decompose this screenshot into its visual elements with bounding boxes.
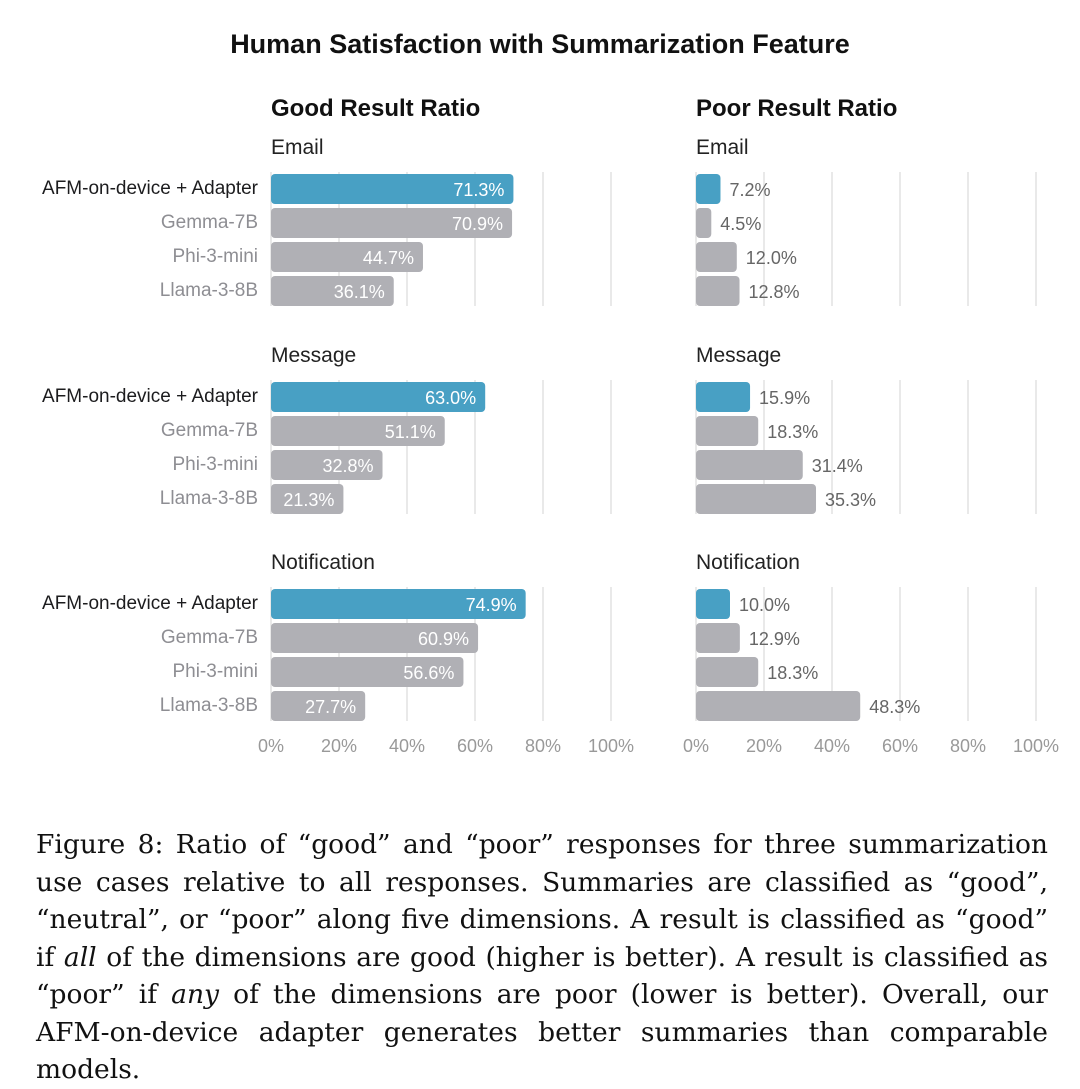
good-notification-value-label: 56.6% [403, 663, 454, 683]
poor-x-tick-label: 20% [746, 736, 782, 756]
good-email-value-label: 44.7% [363, 248, 414, 268]
caption-text: of the dimensions are poor (lower is bet… [36, 979, 1048, 1085]
poor-email-bar [696, 208, 712, 238]
good-notification-value-label: 74.9% [466, 595, 517, 615]
poor-message-value-label: 18.3% [767, 422, 818, 442]
category-label: Gemma-7B [161, 212, 258, 233]
good-message-value-label: 51.1% [385, 422, 436, 442]
poor-email-value-label: 12.8% [749, 282, 800, 302]
good-message-panel-title: Message [271, 344, 356, 367]
category-label: AFM-on-device + Adapter [42, 386, 259, 407]
good-x-tick-label: 100% [588, 736, 634, 756]
poor-message-bar [696, 484, 817, 514]
poor-notification-bar [696, 623, 740, 653]
category-label: Llama-3-8B [160, 488, 258, 509]
figure-title: Human Satisfaction with Summarization Fe… [230, 29, 850, 59]
poor-message-value-label: 31.4% [812, 456, 863, 476]
poor-message-bar [696, 382, 751, 412]
good-email-bar [271, 174, 514, 204]
good-message-bar [271, 450, 383, 480]
good-message-value-label: 21.3% [283, 490, 334, 510]
good-notification-value-label: 60.9% [418, 629, 469, 649]
poor-message-value-label: 35.3% [825, 490, 876, 510]
good-notification-panel-title: Notification [271, 551, 375, 574]
caption-text: of the dimensions are good (higher is be… [36, 941, 1048, 1011]
caption-emphasis-all: all [63, 941, 97, 973]
good-message-bar [271, 382, 486, 412]
caption-text: Figure 8: Ratio of “good” and “poor” res… [36, 829, 1048, 973]
good-x-tick-label: 80% [525, 736, 561, 756]
poor-message-bar [696, 416, 759, 446]
good-message-value-label: 32.8% [322, 456, 373, 476]
good-x-tick-label: 60% [457, 736, 493, 756]
category-label: AFM-on-device + Adapter [42, 593, 259, 614]
good-notification-bar [271, 623, 479, 653]
summarization-satisfaction-chart: Human Satisfaction with Summarization Fe… [42, 29, 1059, 756]
category-label: Phi-3-mini [172, 246, 258, 267]
figure-caption: Figure 8: Ratio of “good” and “poor” res… [36, 826, 1048, 1089]
poor-notification-bar [696, 691, 861, 721]
poor-x-tick-label: 40% [814, 736, 850, 756]
poor-message-value-label: 15.9% [759, 388, 810, 408]
good-chart-title: Good Result Ratio [271, 95, 480, 122]
good-notification-bar [271, 691, 366, 721]
poor-notification-panel-title: Notification [696, 551, 800, 574]
poor-email-bar [696, 276, 740, 306]
poor-email-bar [696, 242, 737, 272]
good-email-value-label: 36.1% [334, 282, 385, 302]
good-email-value-label: 70.9% [452, 214, 503, 234]
poor-notification-value-label: 48.3% [869, 697, 920, 717]
good-x-tick-label: 0% [258, 736, 284, 756]
poor-email-bar [696, 174, 721, 204]
caption-emphasis-any: any [171, 979, 220, 1010]
good-email-bar [271, 276, 394, 306]
good-x-tick-label: 40% [389, 736, 425, 756]
category-label: Gemma-7B [161, 420, 258, 441]
good-message-bar [271, 484, 344, 514]
category-label: Phi-3-mini [172, 454, 258, 475]
poor-email-value-label: 12.0% [746, 248, 797, 268]
poor-x-tick-label: 100% [1013, 736, 1059, 756]
poor-message-bar [696, 450, 803, 480]
good-message-bar [271, 416, 445, 446]
category-label: AFM-on-device + Adapter [42, 178, 259, 199]
good-notification-value-label: 27.7% [305, 697, 356, 717]
poor-email-panel-title: Email [696, 136, 749, 159]
poor-message-panel-title: Message [696, 344, 781, 367]
good-email-panel-title: Email [271, 136, 324, 159]
good-email-bar [271, 208, 513, 238]
good-message-value-label: 63.0% [425, 388, 476, 408]
poor-x-tick-label: 0% [683, 736, 709, 756]
poor-email-value-label: 7.2% [729, 180, 770, 200]
poor-notification-value-label: 10.0% [739, 595, 790, 615]
good-notification-bar [271, 589, 526, 619]
poor-x-tick-label: 80% [950, 736, 986, 756]
good-x-tick-label: 20% [321, 736, 357, 756]
good-notification-bar [271, 657, 464, 687]
poor-chart-title: Poor Result Ratio [696, 95, 897, 122]
poor-email-value-label: 4.5% [720, 214, 761, 234]
poor-notification-bar [696, 589, 730, 619]
category-label: Llama-3-8B [160, 695, 258, 716]
category-label: Phi-3-mini [172, 661, 258, 682]
poor-notification-value-label: 12.9% [749, 629, 800, 649]
poor-notification-value-label: 18.3% [767, 663, 818, 683]
good-email-value-label: 71.3% [453, 180, 504, 200]
poor-x-tick-label: 60% [882, 736, 918, 756]
category-label: Llama-3-8B [160, 280, 258, 301]
good-email-bar [271, 242, 423, 272]
poor-notification-bar [696, 657, 759, 687]
category-label: Gemma-7B [161, 627, 258, 648]
